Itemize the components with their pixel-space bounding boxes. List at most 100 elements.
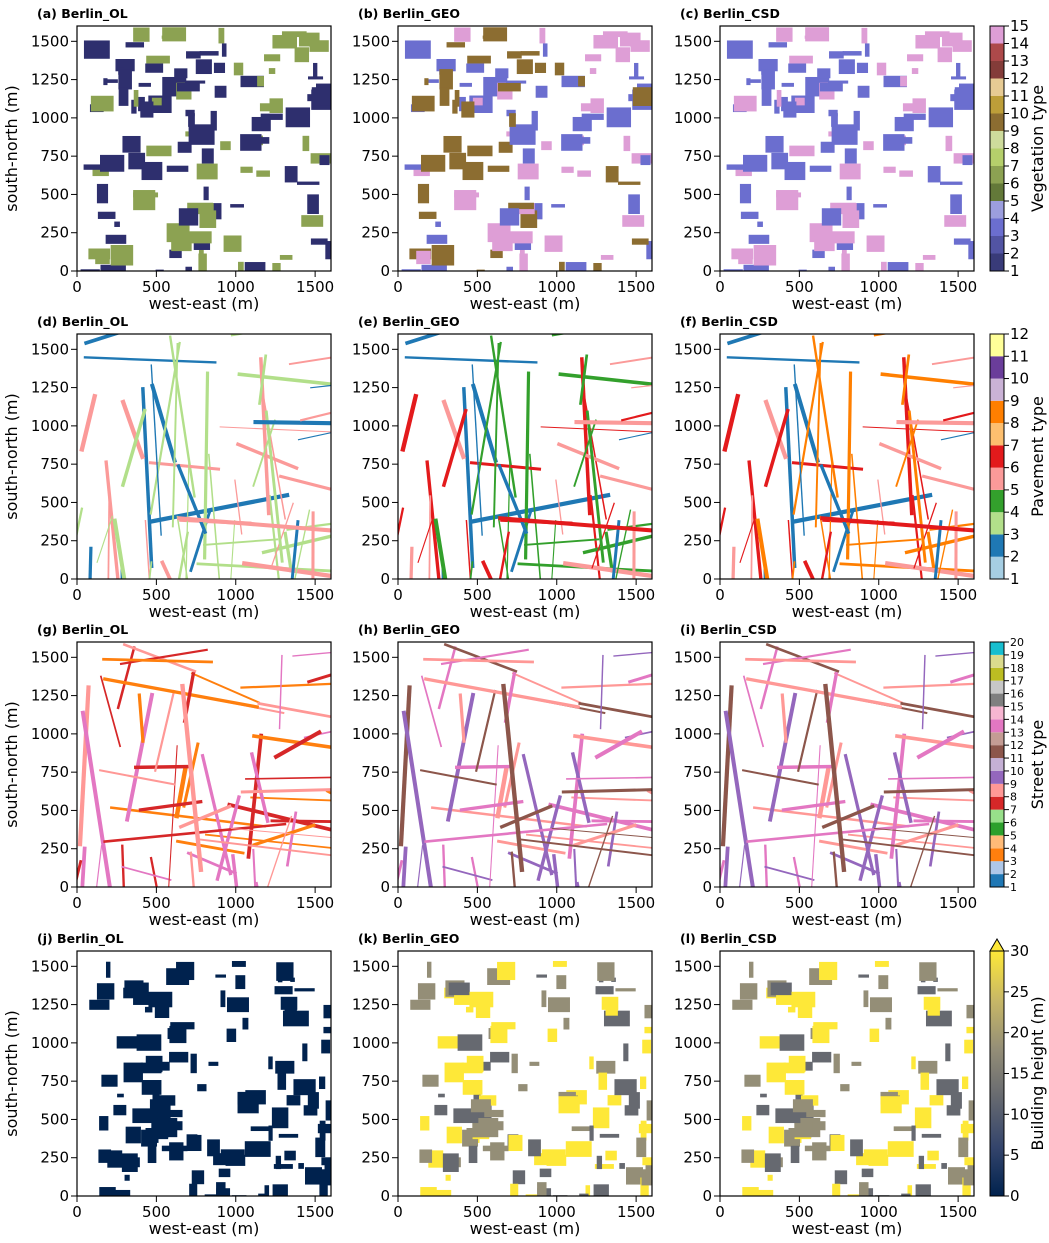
street [883,683,992,688]
y-tick-label: 750 [683,763,712,781]
colorbar-segment [990,445,1004,467]
map-patch [287,1095,301,1105]
map-patch [483,36,489,39]
map-patch [146,56,170,64]
map-patch [113,1105,126,1115]
map-patch [585,54,601,61]
street [726,845,745,1006]
map-patch [561,167,573,173]
street [819,767,828,818]
map-patch [245,1141,271,1157]
map-patch [490,1026,507,1043]
x-axis-label: west-east (m) [149,602,260,621]
colorbar-tick-label: 2 [1010,868,1017,881]
y-tick-label: 0 [380,262,390,280]
x-axis-label: west-east (m) [792,910,903,929]
map-patch [101,1075,117,1087]
map-patch [840,164,861,180]
map-patch [99,1116,108,1130]
map-patch [293,1079,315,1095]
y-tick-label: 1250 [674,379,712,397]
street [905,530,1000,553]
map-patch [832,1184,840,1197]
map-patch [911,1056,915,1069]
colorbar-segment [990,557,1004,579]
map-patch [240,134,261,151]
map-patch [877,63,886,76]
colorbar-segment [990,254,1004,272]
map-patch [756,1105,769,1115]
map-patch [900,76,907,86]
map-patch [758,1190,773,1206]
x-tick-label: 0 [393,586,403,604]
colorbar-segment [990,401,1004,423]
map-patch [834,1054,840,1073]
x-tick-label: 1500 [296,278,334,296]
map-patch [495,68,508,78]
colorbar-tick-label: 0 [1010,1187,1020,1205]
y-tick-label: 0 [380,878,390,896]
x-tick-label: 1500 [939,1203,977,1221]
street [574,422,684,424]
street [151,364,161,535]
map-patch [607,107,631,127]
map-patch [202,148,214,163]
street [548,520,556,642]
y-tick-label: 0 [59,570,69,588]
map-patch [771,983,792,996]
map-patch [97,184,108,203]
x-tick-label: 1500 [617,1203,655,1221]
colorbar-tick-label: 4 [1010,503,1020,521]
street [102,659,213,662]
y-tick-label: 1250 [352,379,390,397]
map-patch [436,1190,451,1206]
map-patch [835,1170,847,1184]
map-patch [467,56,491,64]
map-patch [261,114,283,120]
colorbar-label: Pavement type [1028,396,1047,517]
y-tick-label: 1500 [674,340,712,358]
panel-title: (i) Berlin_CSD [680,622,777,638]
map-patch [793,1099,813,1112]
y-tick-label: 250 [361,224,390,242]
colorbar-tick-label: 4 [1010,842,1017,855]
map-patch [850,1139,863,1156]
street [191,852,207,1039]
street [893,797,1049,804]
colorbar-tick-label: 8 [1010,414,1020,432]
street [404,845,423,1006]
colorbar-segment [990,642,1004,655]
street [107,495,109,684]
map-patch [923,255,936,260]
colorbar-tick-label: 9 [1010,122,1020,140]
map-patch [784,1063,805,1074]
map-patch [599,1073,608,1090]
street [765,409,788,487]
street [280,655,282,729]
map-patch [463,1080,483,1095]
map-patch [845,148,857,163]
map-patch [171,236,191,251]
colorbar-tick-label: 5 [1010,829,1017,842]
map-patch [966,1027,983,1033]
map-patch [224,235,242,251]
y-tick-label: 250 [683,532,712,550]
map-patch [930,1095,944,1105]
street [727,357,860,362]
map-patch [650,1177,672,1183]
street [820,516,842,652]
map-patch [601,255,614,260]
y-tick-label: 250 [361,840,390,858]
map-patch [513,1170,525,1184]
map-patch [162,1146,188,1152]
map-patch [133,192,158,197]
x-tick-label: 1500 [617,586,655,604]
map-patch [870,997,892,1012]
y-axis-label: south-north (m) [2,701,21,828]
map-patch [405,40,431,58]
map-patch [295,47,309,62]
map-patch [916,1184,931,1203]
map-patch [776,27,792,41]
map-patch [812,1026,829,1043]
